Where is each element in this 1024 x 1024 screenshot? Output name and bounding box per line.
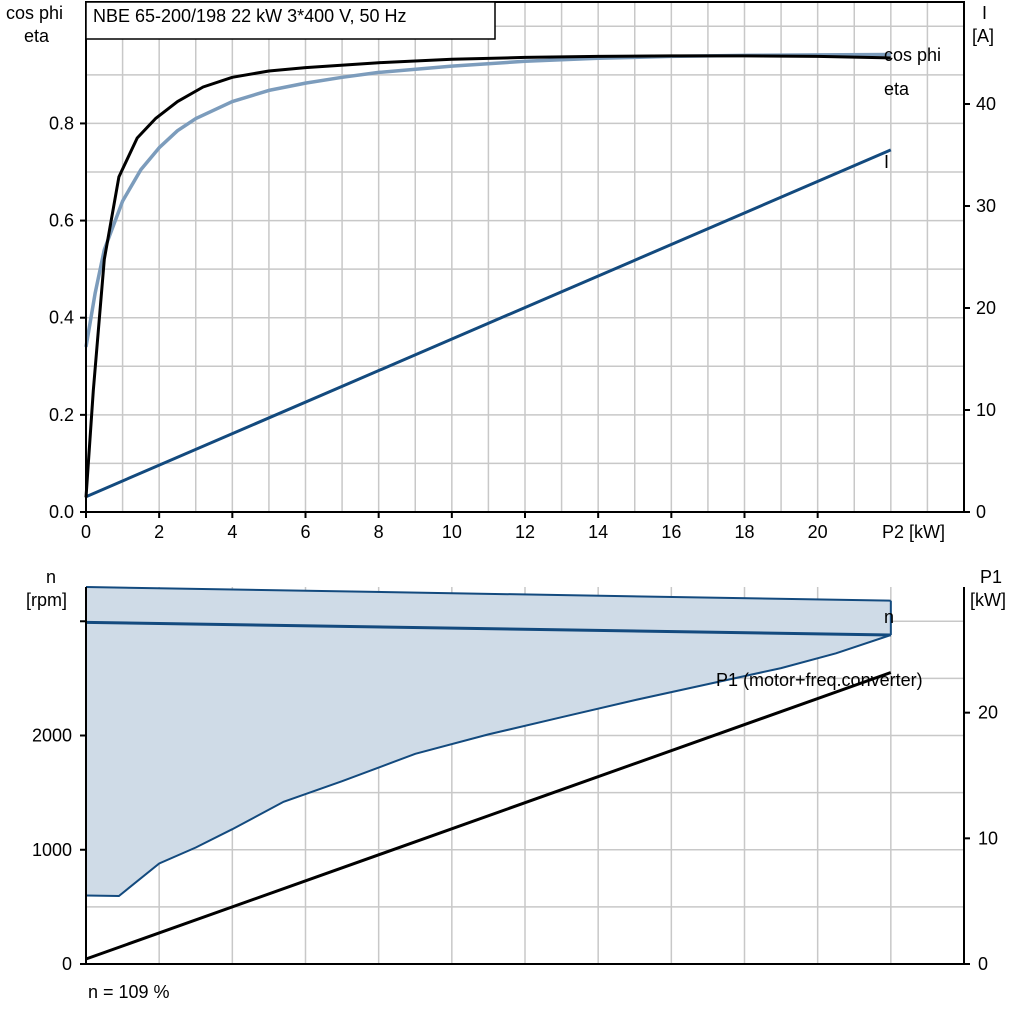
chart-title: NBE 65-200/198 22 kW 3*400 V, 50 Hz [93,6,407,26]
y-left-tick-label: 0.2 [49,405,74,425]
y-right-tick-label: 40 [976,94,996,114]
speed-band-upper-edge [85,586,891,602]
y-right-tick-label: 0 [976,502,986,522]
y-right-tick-label: 20 [976,298,996,318]
top-chart: 0 2 4 6 8 10 12 14 16 18 20 0.0 0.2 0.4 0.6 0.8 0 10 20 30 4… [6,1,996,542]
p1-curve [85,671,892,961]
p1-tick-label: 10 [978,828,998,848]
chart-title-box [85,1,496,40]
x-tick-label: 8 [374,522,384,542]
y-left-tick-label: 0.4 [49,308,74,328]
x-tick-label: 10 [442,522,462,542]
speed-range-band [86,587,891,896]
n-axis-label-line1: n [46,567,56,587]
y-left-tick-label: 0.0 [49,502,74,522]
speed-band-lower-edge [85,634,892,898]
p1-tick-label: 20 [978,703,998,723]
y-left-label-line1: cos phi [6,3,63,23]
speed-curve [85,620,891,637]
series-label-speed: n [884,607,894,627]
x-tick-label: 4 [227,522,237,542]
y-right-tick-label: 30 [976,196,996,216]
x-axis-label: P2 [kW] [882,522,945,542]
series-label-cos-phi: cos phi [884,45,941,65]
y-left-tick-label: 0.8 [49,113,74,133]
x-tick-label: 6 [300,522,310,542]
y-left-label-line2: eta [24,26,50,46]
n-tick-label: 1000 [32,840,72,860]
eta-curve [84,54,891,498]
speed-percent-note: n = 109 % [88,982,170,1002]
bottom-chart: 0 1000 2000 0 10 20 n [rpm] P1 [kW] n P1 (mot… [26,567,1006,1002]
series-label-eta: eta [884,79,910,99]
y-right-tick-label: 10 [976,400,996,420]
bottom-chart-series [85,586,892,961]
x-tick-label: 18 [734,522,754,542]
x-tick-label: 20 [808,522,828,542]
y-right-label-line2: [A] [972,26,994,46]
x-tick-label: 0 [81,522,91,542]
y-left-tick-label: 0.6 [49,211,74,231]
top-chart-ticks: 0 2 4 6 8 10 12 14 16 18 20 0.0 0.2 0.4 0.6 0.8 0 10 20 30 4… [49,94,996,542]
n-axis-label-line2: [rpm] [26,590,67,610]
p1-axis-label-line2: [kW] [970,590,1006,610]
y-right-label-line1: I [982,3,987,23]
series-label-p1: P1 (motor+freq.converter) [716,670,923,690]
n-tick-label: 2000 [32,726,72,746]
x-tick-label: 2 [154,522,164,542]
current-curve [85,148,892,499]
x-tick-label: 14 [588,522,608,542]
bottom-chart-ticks: 0 1000 2000 0 10 20 [32,620,998,974]
p1-tick-label: 0 [978,954,988,974]
top-chart-grid [86,2,964,512]
n-tick-label: 0 [62,954,72,974]
series-label-current: I [884,152,889,172]
x-tick-label: 16 [661,522,681,542]
p1-axis-label-line1: P1 [980,567,1002,587]
top-chart-series [84,52,892,499]
x-tick-label: 12 [515,522,535,542]
